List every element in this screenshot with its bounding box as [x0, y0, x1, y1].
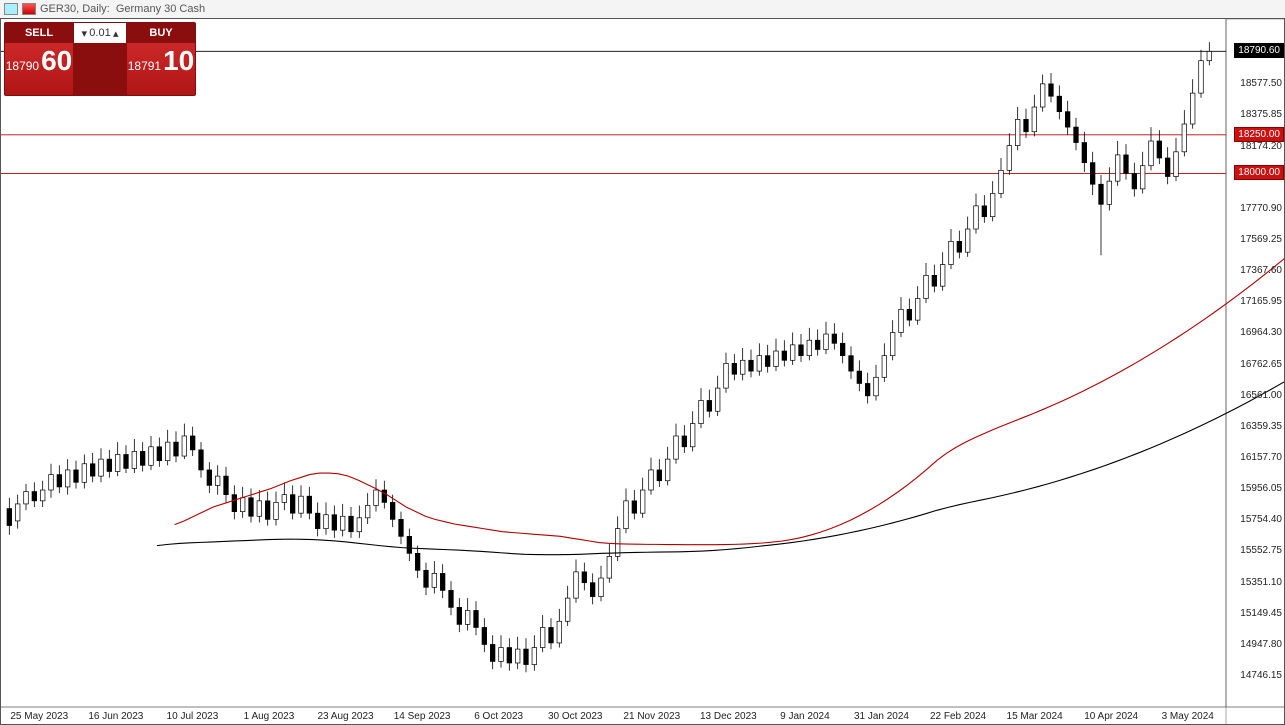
trade-panel: SELL ▾ 0.01 ▴ BUY 18790 60 18791 10 — [4, 22, 196, 96]
vol-inc-icon[interactable]: ▴ — [111, 27, 121, 40]
x-axis-tick: 21 Nov 2023 — [623, 711, 680, 722]
x-axis-tick: 31 Jan 2024 — [854, 711, 909, 722]
y-axis-tick: 15351.10 — [1240, 577, 1282, 588]
y-axis-tick: 18577.50 — [1240, 78, 1282, 89]
x-axis-tick: 30 Oct 2023 — [548, 711, 602, 722]
x-axis-tick: 15 Mar 2024 — [1007, 711, 1063, 722]
y-axis-tick: 14746.15 — [1240, 670, 1282, 681]
view-icon[interactable] — [4, 3, 18, 15]
y-axis-tick: 17569.25 — [1240, 234, 1282, 245]
x-axis-tick: 23 Aug 2023 — [317, 711, 373, 722]
x-axis-tick: 6 Oct 2023 — [474, 711, 523, 722]
price-chart[interactable] — [1, 19, 1284, 724]
chart-titlebar: GER30, Daily: Germany 30 Cash — [0, 0, 1285, 19]
volume-value: 0.01 — [89, 27, 110, 39]
vol-dec-icon[interactable]: ▾ — [79, 27, 89, 40]
volume-input[interactable]: ▾ 0.01 ▴ — [73, 23, 127, 43]
y-axis-tick: 16561.00 — [1240, 390, 1282, 401]
x-axis-tick: 10 Jul 2023 — [167, 711, 219, 722]
y-axis-tick: 18174.20 — [1240, 141, 1282, 152]
mode-icon[interactable] — [22, 3, 36, 15]
y-axis-tick: 15956.05 — [1240, 483, 1282, 494]
x-axis-tick: 14 Sep 2023 — [394, 711, 451, 722]
y-axis-tick: 15149.45 — [1240, 608, 1282, 619]
sell-button[interactable]: SELL — [5, 23, 73, 43]
y-axis-tick: 18375.85 — [1240, 109, 1282, 120]
y-axis-tick: 16964.30 — [1240, 327, 1282, 338]
x-axis-tick: 10 Apr 2024 — [1084, 711, 1138, 722]
y-axis-tick: 16359.35 — [1240, 421, 1282, 432]
chart-area[interactable]: 18577.50 18375.85 18174.20 17770.90 17569.25… — [0, 18, 1285, 725]
buy-price[interactable]: 18791 10 — [127, 43, 195, 95]
x-axis-tick: 3 May 2024 — [1162, 711, 1214, 722]
chart-title-symbol: GER30 — [40, 0, 76, 18]
y-axis-tick: 16762.65 — [1240, 359, 1282, 370]
trade-panel-divider — [73, 43, 127, 95]
x-axis-tick: 16 Jun 2023 — [88, 711, 143, 722]
y-axis-tick: 17165.95 — [1240, 296, 1282, 307]
y-axis-tick: 17367.60 — [1240, 265, 1282, 276]
y-axis-tick: 15552.75 — [1240, 545, 1282, 556]
price-label: 18790.60 — [1234, 43, 1284, 58]
price-label: 18000.00 — [1234, 165, 1284, 180]
x-axis-tick: 25 May 2023 — [10, 711, 68, 722]
x-axis-tick: 13 Dec 2023 — [700, 711, 757, 722]
sell-price[interactable]: 18790 60 — [5, 43, 73, 95]
chart-title-tf: Daily — [82, 0, 106, 18]
x-axis-tick: 22 Feb 2024 — [930, 711, 986, 722]
y-axis-tick: 16157.70 — [1240, 452, 1282, 463]
x-axis-tick: 9 Jan 2024 — [780, 711, 830, 722]
y-axis-tick: 14947.80 — [1240, 639, 1282, 650]
buy-button[interactable]: BUY — [127, 23, 195, 43]
y-axis-tick: 15754.40 — [1240, 514, 1282, 525]
chart-title-desc: Germany 30 Cash — [116, 0, 205, 18]
x-axis-tick: 1 Aug 2023 — [244, 711, 295, 722]
y-axis-tick: 17770.90 — [1240, 203, 1282, 214]
price-label: 18250.00 — [1234, 127, 1284, 142]
